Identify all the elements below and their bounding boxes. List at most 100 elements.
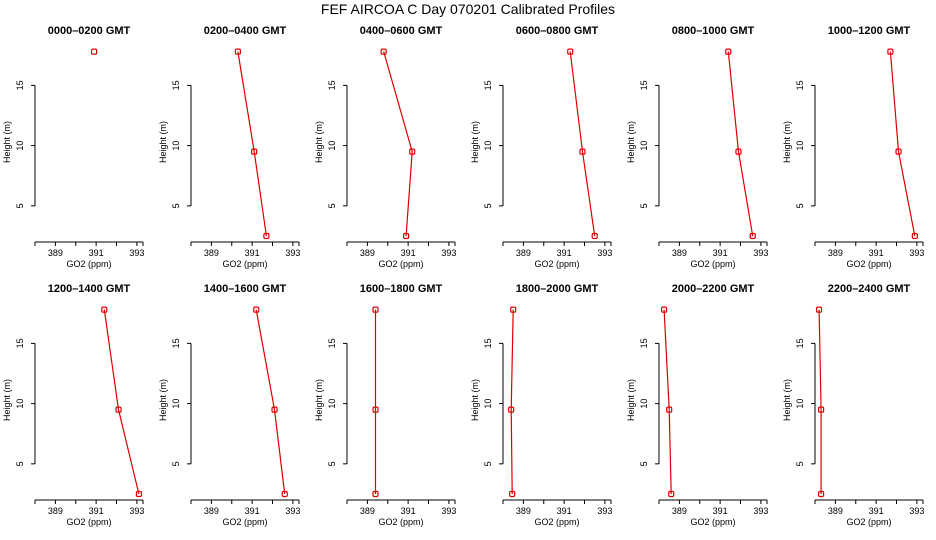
profile-line bbox=[663, 309, 672, 495]
data-point bbox=[508, 406, 515, 413]
x-axis-label: GO2 (ppm) bbox=[222, 517, 267, 527]
x-tick-label: 391 bbox=[869, 248, 884, 258]
profile-line bbox=[237, 51, 267, 237]
chart-panel-11: 2000–2200 GMT 5 10 15 Height (m) 389 391 393 GO2… bbox=[626, 283, 768, 527]
x-tick-label: 391 bbox=[869, 506, 884, 516]
x-tick-label: 393 bbox=[909, 506, 924, 516]
y-axis-label: Height (m) bbox=[782, 121, 792, 163]
y-tick-label: 15 bbox=[327, 80, 337, 90]
chart-panel-8: 1400–1600 GMT 5 10 15 Height (m) 389 391 393 GO2… bbox=[158, 283, 300, 527]
x-tick-label: 389 bbox=[204, 248, 219, 258]
panel-title: 1400–1600 GMT bbox=[204, 283, 287, 295]
panel-title: 1000–1200 GMT bbox=[828, 25, 911, 37]
x-axis-label: GO2 (ppm) bbox=[846, 259, 891, 269]
x-tick-label: 391 bbox=[557, 506, 572, 516]
y-tick-label: 15 bbox=[327, 338, 337, 348]
x-tick-label: 389 bbox=[672, 248, 687, 258]
panel-title: 2200–2400 GMT bbox=[828, 283, 911, 295]
y-tick-label: 15 bbox=[483, 338, 493, 348]
x-tick-label: 389 bbox=[360, 248, 375, 258]
y-tick-label: 10 bbox=[483, 399, 493, 409]
y-axis-label: Height (m) bbox=[626, 121, 636, 163]
y-tick-label: 10 bbox=[171, 141, 181, 151]
x-tick-label: 393 bbox=[441, 506, 456, 516]
data-point bbox=[660, 306, 668, 313]
y-tick-label: 5 bbox=[483, 461, 493, 466]
y-tick-label: 10 bbox=[483, 141, 493, 151]
data-point bbox=[579, 148, 586, 155]
x-tick-label: 393 bbox=[285, 248, 300, 258]
panel-title: 1200–1400 GMT bbox=[48, 283, 131, 295]
x-tick-label: 391 bbox=[89, 506, 104, 516]
x-tick-label: 393 bbox=[129, 248, 144, 258]
chart-panel-2: 0200–0400 GMT 5 10 15 Height (m) 389 391 393 GO2… bbox=[158, 25, 300, 269]
data-point bbox=[815, 306, 823, 313]
y-tick-label: 10 bbox=[15, 399, 25, 409]
x-axis-label: GO2 (ppm) bbox=[846, 517, 891, 527]
y-tick-label: 10 bbox=[639, 141, 649, 151]
data-point bbox=[90, 48, 98, 55]
data-point bbox=[234, 48, 241, 55]
x-tick-label: 391 bbox=[245, 248, 260, 258]
profile-line bbox=[727, 51, 754, 237]
x-tick-label: 391 bbox=[557, 248, 572, 258]
data-point bbox=[372, 490, 379, 498]
y-tick-label: 15 bbox=[795, 80, 805, 90]
y-tick-label: 10 bbox=[171, 399, 181, 409]
data-point bbox=[409, 148, 416, 155]
data-point bbox=[725, 48, 732, 55]
y-tick-label: 10 bbox=[795, 141, 805, 151]
x-axis-label: GO2 (ppm) bbox=[378, 259, 423, 269]
data-point bbox=[735, 148, 742, 155]
chart-panel-4: 0600–0800 GMT 5 10 15 Height (m) 389 391 393 GO2… bbox=[470, 25, 612, 269]
x-axis-label: GO2 (ppm) bbox=[690, 517, 735, 527]
x-axis-label: GO2 (ppm) bbox=[66, 517, 111, 527]
y-tick-label: 15 bbox=[15, 338, 25, 348]
y-tick-label: 15 bbox=[171, 80, 181, 90]
y-axis-label: Height (m) bbox=[2, 379, 12, 421]
profile-line bbox=[383, 51, 413, 237]
x-tick-label: 393 bbox=[597, 248, 612, 258]
chart-panel-12: 2200–2400 GMT 5 10 15 Height (m) 389 391 393 GO2… bbox=[782, 283, 924, 527]
y-tick-label: 5 bbox=[15, 203, 25, 208]
x-axis-label: GO2 (ppm) bbox=[690, 259, 735, 269]
data-point bbox=[402, 232, 410, 240]
panel-title: 0000–0200 GMT bbox=[48, 25, 131, 37]
data-point bbox=[135, 490, 143, 498]
chart-panel-5: 0800–1000 GMT 5 10 15 Height (m) 389 391 393 GO2… bbox=[626, 25, 768, 269]
x-tick-label: 393 bbox=[753, 248, 768, 258]
y-tick-label: 10 bbox=[795, 399, 805, 409]
x-tick-label: 391 bbox=[401, 248, 416, 258]
x-tick-label: 389 bbox=[48, 248, 63, 258]
data-point bbox=[263, 232, 270, 240]
x-tick-label: 393 bbox=[441, 248, 456, 258]
chart-panel-3: 0400–0600 GMT 5 10 15 Height (m) 389 391 393 GO2… bbox=[314, 25, 456, 269]
y-axis-label: Height (m) bbox=[626, 379, 636, 421]
y-tick-label: 15 bbox=[639, 80, 649, 90]
profile-line bbox=[889, 51, 916, 237]
panel-title: 1800–2000 GMT bbox=[516, 283, 599, 295]
chart-panel-9: 1600–1800 GMT 5 10 15 Height (m) 389 391 393 GO2… bbox=[314, 283, 456, 527]
chart-panel-10: 1800–2000 GMT 5 10 15 Height (m) 389 391 393 GO2… bbox=[470, 283, 612, 527]
y-tick-label: 15 bbox=[639, 338, 649, 348]
y-tick-label: 5 bbox=[795, 461, 805, 466]
data-point bbox=[510, 306, 517, 313]
panel-title: 2000–2200 GMT bbox=[672, 283, 755, 295]
profile-line bbox=[510, 309, 514, 495]
y-axis-label: Height (m) bbox=[314, 379, 324, 421]
y-axis-label: Height (m) bbox=[782, 379, 792, 421]
x-tick-label: 389 bbox=[516, 248, 531, 258]
x-tick-label: 389 bbox=[516, 506, 531, 516]
y-tick-label: 5 bbox=[171, 461, 181, 466]
data-point bbox=[281, 490, 288, 498]
panel-title: 0600–0800 GMT bbox=[516, 25, 599, 37]
data-point bbox=[115, 406, 122, 413]
profile-line bbox=[818, 309, 822, 494]
panel-title: 0800–1000 GMT bbox=[672, 25, 755, 37]
panel-title: 0400–0600 GMT bbox=[360, 25, 443, 37]
y-tick-label: 10 bbox=[15, 141, 25, 151]
data-point bbox=[253, 306, 260, 313]
x-tick-label: 389 bbox=[828, 506, 843, 516]
x-axis-label: GO2 (ppm) bbox=[534, 517, 579, 527]
